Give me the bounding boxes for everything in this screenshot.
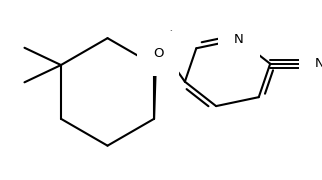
Text: O: O <box>153 47 164 60</box>
Text: N: N <box>315 57 322 70</box>
Text: N: N <box>234 33 244 46</box>
